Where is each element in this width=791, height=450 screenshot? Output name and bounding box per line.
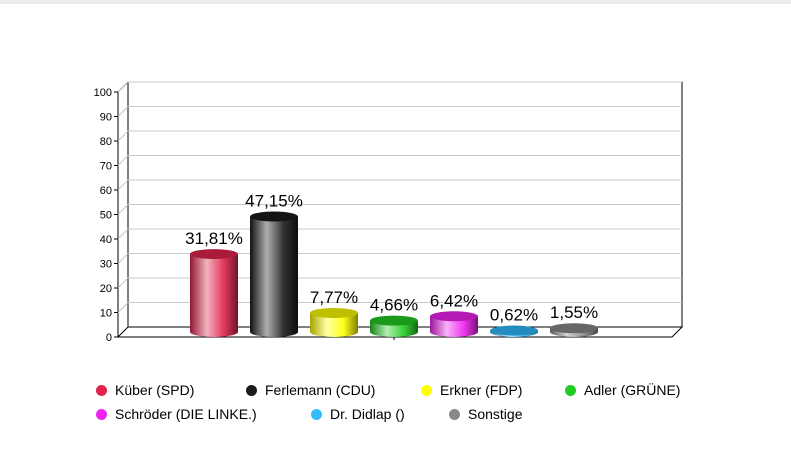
value-label: 31,81% (185, 229, 243, 248)
y-tick-label: 10 (100, 308, 112, 320)
legend-item: Küber (SPD) (96, 382, 246, 398)
grid-line-side (117, 204, 129, 215)
value-labels: 31,81%47,15% 7,77% 4,66% 6,42% 0,62% 1,55% (185, 191, 598, 324)
value-label: 7,77% (310, 288, 358, 307)
bar-top (490, 325, 538, 336)
grid-line-side (117, 253, 129, 264)
value-label: 4,66% (370, 296, 418, 315)
bar-top (430, 311, 478, 322)
legend-swatch (565, 384, 576, 396)
chart-bars (190, 211, 598, 337)
grid-line-side (117, 81, 129, 93)
legend-label: Erkner (FDP) (440, 382, 523, 398)
bar-top (370, 315, 418, 326)
grid-line-side (117, 130, 129, 142)
legend-label: Schröder (DIE LINKE.) (115, 406, 257, 422)
y-axis: 0 10 20 30 40 50 60 70 80 90 100 (94, 87, 395, 344)
value-label: 47,15% (245, 191, 303, 210)
grid-line-side (117, 228, 129, 240)
bar-body (430, 316, 478, 337)
bar-top (190, 249, 238, 260)
legend-row: Küber (SPD) Ferlemann (CDU) Erkner (FDP)… (96, 378, 776, 402)
grid-line-side (117, 155, 129, 166)
legend-swatch (421, 384, 432, 396)
bar-top (250, 211, 298, 222)
legend-swatch (96, 408, 107, 420)
bar-top (310, 307, 358, 318)
y-tick-label: 90 (100, 112, 112, 124)
legend-swatch (449, 408, 460, 420)
top-strip (0, 0, 791, 4)
y-tick-label: 30 (100, 259, 112, 271)
y-tick-label: 80 (100, 136, 112, 148)
grid-line-side (117, 106, 129, 117)
value-label: 1,55% (550, 303, 598, 322)
bar-body (310, 312, 358, 337)
legend-label: Sonstige (468, 406, 523, 422)
legend-item: Adler (GRÜNE) (565, 382, 680, 398)
grid-line-side (117, 179, 129, 191)
grid-line-side (117, 302, 129, 313)
legend-swatch (246, 384, 257, 396)
legend-item: Schröder (DIE LINKE.) (96, 406, 311, 422)
legend: Küber (SPD) Ferlemann (CDU) Erkner (FDP)… (96, 378, 776, 426)
bar-body (190, 254, 238, 337)
y-tick-label: 60 (100, 185, 112, 197)
legend-label: Dr. Didlap () (330, 406, 405, 422)
chart-grid (117, 81, 682, 313)
y-tick-label: 0 (106, 332, 112, 344)
bar (550, 323, 598, 337)
y-tick-label: 50 (100, 210, 112, 222)
legend-label: Ferlemann (CDU) (265, 382, 376, 398)
legend-item: Erkner (FDP) (421, 382, 565, 398)
legend-label: Küber (SPD) (115, 382, 195, 398)
legend-label: Adler (GRÜNE) (584, 382, 681, 398)
y-tick-label: 40 (100, 234, 112, 246)
legend-row: Schröder (DIE LINKE.) Dr. Didlap () Sons… (96, 402, 776, 426)
bar-top (550, 323, 598, 334)
y-tick-label: 70 (100, 161, 112, 173)
y-tick-label: 100 (94, 87, 112, 99)
bar (430, 311, 478, 337)
bar-body (250, 216, 298, 337)
y-tick-label: 20 (100, 283, 112, 295)
grid-line-side (117, 277, 129, 289)
value-label: 0,62% (490, 305, 538, 324)
bar (190, 249, 238, 337)
bar (490, 325, 538, 337)
bar (250, 211, 298, 337)
legend-item: Ferlemann (CDU) (246, 382, 421, 398)
legend-item: Dr. Didlap () (311, 406, 449, 422)
value-label: 6,42% (430, 291, 478, 310)
bar (310, 307, 358, 337)
legend-swatch (96, 384, 107, 396)
legend-swatch (311, 408, 322, 420)
legend-item: Sonstige (449, 406, 522, 422)
bar (370, 315, 418, 337)
